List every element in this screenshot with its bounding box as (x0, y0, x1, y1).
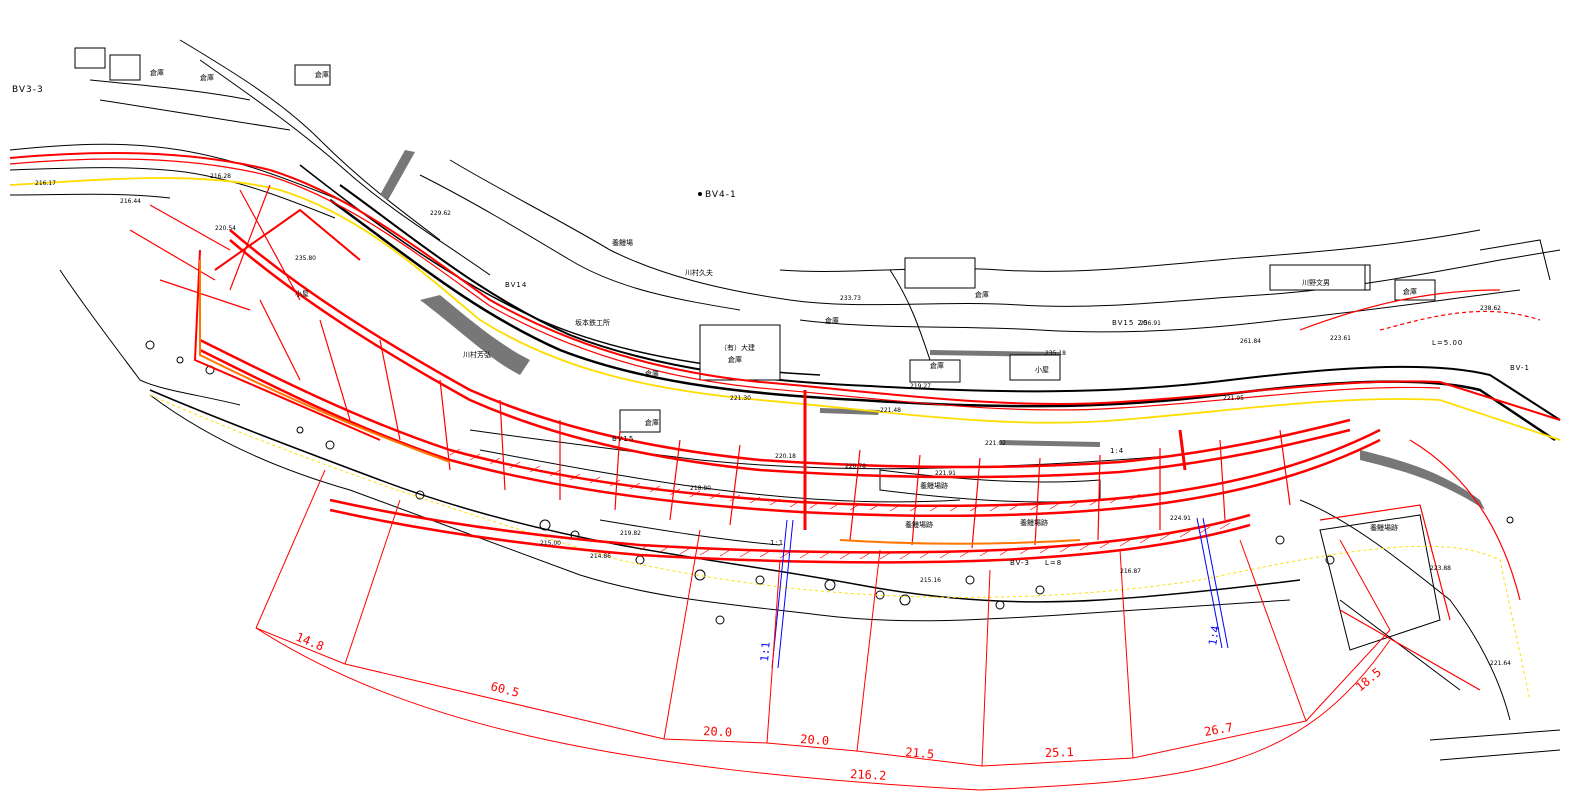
centerline (9, 177, 1561, 701)
spot-height: 221.02 (985, 440, 1006, 447)
building-label: 倉庫 (728, 355, 742, 364)
section-label: BV15 (612, 435, 634, 443)
dimension-label: 20.0 (800, 732, 830, 748)
building-label: 倉庫 (150, 68, 164, 77)
spot-height: 220.54 (215, 225, 236, 232)
channel-crosshatch (449, 448, 1231, 560)
building-label: 小屋 (1035, 365, 1049, 374)
owner-label: 川村芳弘 (463, 350, 491, 359)
design-levee-lines (9, 152, 1561, 691)
slope-label: 1:4 (1206, 624, 1222, 646)
building-label: 倉庫 (975, 290, 989, 299)
spot-height: 235.18 (1045, 350, 1066, 357)
section-label: L=8 (1045, 559, 1062, 567)
dimension-label: 18.5 (1353, 665, 1384, 694)
facility-label: 養鰻場跡 (1020, 518, 1048, 527)
benchmark-bv4-1: BV4-1 (705, 190, 737, 200)
buildings (74, 47, 1436, 433)
spot-height: 238.62 (1480, 305, 1501, 312)
spot-height: 215.16 (920, 577, 941, 584)
dimension-labels: 14.8 60.5 20.0 20.0 21.5 25.1 26.7 18.5 … (294, 624, 1384, 783)
spot-height: 223.61 (1330, 335, 1351, 342)
spot-height: 221.30 (730, 395, 751, 402)
spot-height: 233.73 (840, 295, 861, 302)
section-label: BV15 20 (1112, 319, 1148, 327)
building-label: 小屋 (295, 289, 309, 298)
dimension-label: 60.5 (489, 679, 520, 700)
facility-labels: 養鰻場 養鰻場跡 養鰻場跡 養鰻場跡 養鰻場跡 (612, 238, 1398, 532)
spot-height: 256.91 (1140, 320, 1161, 327)
owner-label: 川村久夫 (685, 268, 713, 277)
building-label: 倉庫 (930, 361, 944, 370)
dimension-label: 25.1 (1045, 745, 1074, 760)
spot-height: 221.91 (935, 470, 956, 477)
spot-height: 221.48 (880, 407, 901, 414)
spot-height: 219.27 (910, 383, 931, 390)
section-label: BV-3 (1010, 559, 1030, 567)
existing-terrain-lines (9, 39, 1561, 761)
building-label: 倉庫 (200, 73, 214, 82)
spot-height: 215.00 (540, 540, 561, 547)
dimension-lines (255, 469, 1391, 791)
building-label: 倉庫 (315, 70, 329, 79)
dimension-total-label: 216.2 (850, 767, 887, 783)
slope-label: 1:1 (758, 641, 773, 662)
benchmark-labels: BV3-3 BV4-1 (12, 85, 737, 200)
building-label: 倉庫 (645, 418, 659, 427)
facility-label: 養鰻場跡 (1370, 523, 1398, 532)
owner-labels: 川村久夫 川村芳弘 川野文男 坂本鉄工所 (463, 268, 1330, 359)
owner-label: 坂本鉄工所 (575, 318, 610, 327)
spot-height: 261.84 (1240, 338, 1261, 345)
spot-height: 218.80 (690, 485, 711, 492)
building-label: 倉庫 (1403, 287, 1417, 296)
orange-channel (199, 260, 1081, 545)
spot-height: 219.82 (620, 530, 641, 537)
spot-height: 220.18 (775, 453, 796, 460)
benchmark-bv3-3: BV3-3 (12, 85, 44, 95)
spot-height: 221.64 (1490, 660, 1511, 667)
owner-label: 川野文男 (1302, 278, 1330, 287)
spot-height: 216.28 (210, 173, 231, 180)
riverbed-hatching (380, 150, 1485, 510)
section-labels: BV15 BV-3 L=8 1:1 1:4 BV14 BV15 20 L=5.0… (505, 281, 1530, 567)
section-label: BV14 (505, 281, 527, 289)
building-label: 倉庫 (825, 316, 839, 325)
section-label: BV-1 (1510, 364, 1530, 372)
dimension-label: 20.0 (703, 724, 733, 739)
facility-label: 養鰻場 (612, 238, 633, 247)
spot-height: 216.44 (120, 198, 141, 205)
spot-height: 216.17 (35, 180, 56, 187)
section-label: 1:1 (770, 539, 784, 547)
dimension-label: 21.5 (905, 745, 935, 761)
spot-height: 235.80 (295, 255, 316, 262)
spot-height-labels: 216.28 216.44 216.17 229.62 221.30 221.4… (35, 173, 1511, 667)
section-label: L=5.00 (1432, 339, 1463, 347)
facility-label: 養鰻場跡 (905, 520, 933, 529)
facility-label: 養鰻場跡 (920, 481, 948, 490)
spot-height: 224.91 (1170, 515, 1191, 522)
building-labels: 倉庫 倉庫 倉庫 （有）大建 倉庫 倉庫 倉庫 倉庫 小屋 小屋 倉庫 倉庫 倉… (150, 68, 1417, 427)
building-label: 倉庫 (645, 369, 659, 378)
spot-height: 223.88 (1430, 565, 1451, 572)
riverbank-rocks (145, 340, 1514, 625)
spot-height: 214.86 (590, 553, 611, 560)
spot-height: 221.95 (1223, 395, 1244, 402)
section-label: 1:4 (1110, 447, 1124, 455)
spot-height: 216.87 (1120, 568, 1141, 575)
dimension-label: 26.7 (1203, 720, 1234, 739)
spot-height: 229.62 (430, 210, 451, 217)
spot-height: 220.78 (845, 463, 866, 470)
building-label: （有）大建 (720, 343, 755, 352)
